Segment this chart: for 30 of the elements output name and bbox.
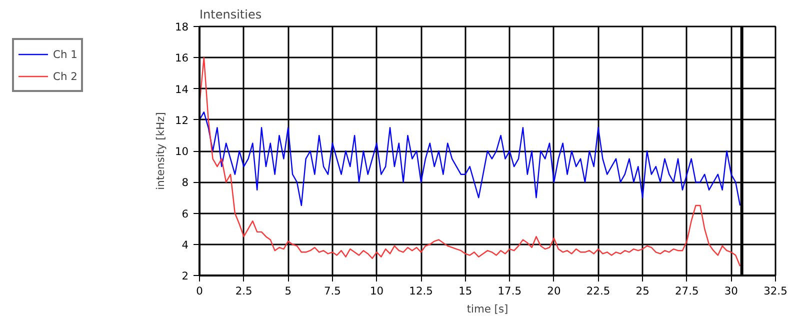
x-tick-label: 0 (196, 284, 204, 298)
line-series (200, 57, 741, 267)
x-tick-label: 5 (284, 284, 292, 298)
x-tick-label: 2.5 (235, 284, 252, 298)
x-axis-title: time [s] (466, 302, 508, 316)
legend-label: Ch 1 (53, 48, 78, 60)
y-tick-label: 4 (182, 238, 189, 252)
y-tick-label: 8 (182, 176, 189, 190)
x-tick-label: 32.5 (764, 284, 788, 298)
x-tick-label: 27.5 (675, 284, 699, 298)
x-tick-label: 15 (458, 284, 472, 298)
x-tick-label: 12.5 (409, 284, 433, 298)
y-tick-label: 2 (182, 270, 188, 282)
x-tick-label: 10 (370, 284, 384, 298)
y-axis-title: intensity [kHz] (154, 112, 167, 190)
x-tick-label: 7.5 (324, 284, 341, 298)
x-tick-label: 30 (724, 284, 738, 298)
y-tick-label: 16 (174, 52, 189, 65)
x-tick-label: 22.5 (586, 284, 610, 298)
x-tick-label: 25 (636, 284, 650, 298)
legend-label: Ch 2 (53, 70, 78, 82)
chart-title: Intensities (200, 8, 262, 22)
line-series (200, 111, 741, 206)
y-tick-label: 18 (174, 20, 189, 34)
x-tick-label: 17.5 (498, 284, 522, 298)
y-tick-label: 14 (174, 82, 189, 96)
y-tick-label: 12 (174, 114, 189, 127)
y-tick-label: 6 (182, 207, 189, 220)
y-tick-label: 10 (174, 145, 189, 158)
x-tick-label: 20 (547, 284, 561, 298)
